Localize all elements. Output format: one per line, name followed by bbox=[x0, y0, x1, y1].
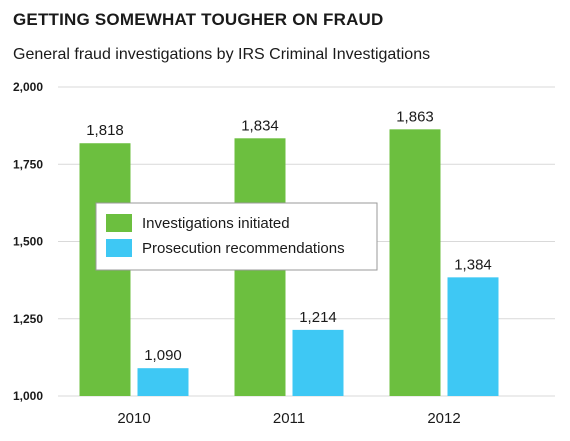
data-label: 1,818 bbox=[86, 122, 124, 139]
x-tick-label: 2012 bbox=[427, 410, 460, 427]
y-tick-label: 1,750 bbox=[13, 157, 43, 171]
data-label: 1,863 bbox=[396, 108, 434, 125]
y-tick-label: 1,500 bbox=[13, 235, 43, 249]
legend-label: Prosecution recommendations bbox=[142, 240, 345, 257]
data-label: 1,834 bbox=[241, 117, 279, 134]
legend-swatch bbox=[106, 214, 132, 232]
x-tick-label: 2011 bbox=[273, 410, 305, 427]
data-label: 1,384 bbox=[454, 256, 492, 273]
chart-title: GETTING SOMEWHAT TOUGHER ON FRAUD bbox=[13, 10, 384, 29]
bar bbox=[137, 368, 189, 396]
legend-box bbox=[95, 202, 378, 271]
bar bbox=[292, 329, 344, 396]
bar bbox=[389, 129, 441, 396]
legend-swatch bbox=[106, 239, 132, 257]
bar bbox=[447, 277, 499, 396]
x-tick-label: 2010 bbox=[117, 410, 150, 427]
y-tick-label: 2,000 bbox=[13, 80, 43, 94]
data-label: 1,090 bbox=[144, 347, 182, 364]
data-label: 1,214 bbox=[299, 309, 337, 326]
chart-subtitle: General fraud investigations by IRS Crim… bbox=[13, 46, 431, 63]
y-tick-label: 1,000 bbox=[13, 389, 43, 403]
legend-label: Investigations initiated bbox=[142, 215, 290, 232]
y-tick-label: 1,250 bbox=[13, 312, 43, 326]
